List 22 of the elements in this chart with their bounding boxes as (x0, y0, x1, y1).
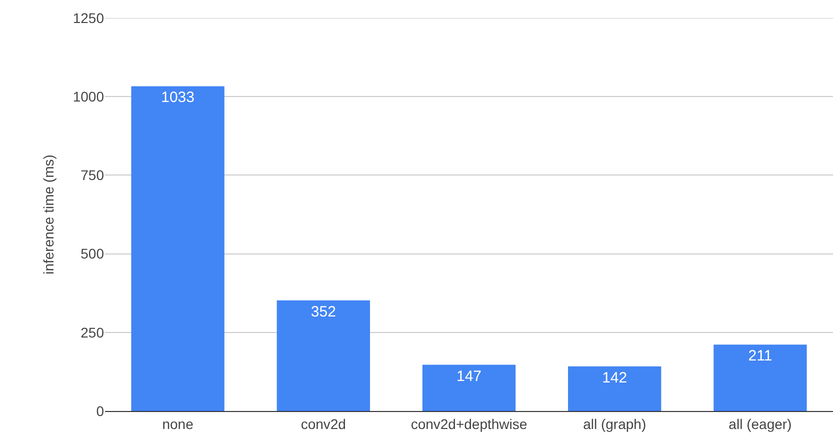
x-tick-label: none (162, 416, 194, 432)
data-label: 142 (602, 369, 628, 386)
x-tick-label: all (graph) (583, 416, 646, 432)
bar (422, 364, 516, 411)
bar (568, 366, 662, 411)
bar (714, 344, 807, 411)
y-tick-label: 1000 (72, 88, 104, 104)
y-axis-title: inference time (ms) (40, 154, 56, 274)
bar (131, 86, 224, 411)
data-label: 1033 (161, 89, 194, 106)
data-label: 147 (456, 368, 482, 385)
x-tick-label: conv2d (300, 416, 346, 432)
y-tick-label: 750 (80, 167, 104, 184)
x-tick-label: conv2d+depthwise (410, 416, 528, 432)
x-tick-label: all (eager) (728, 416, 792, 432)
data-label: 211 (748, 348, 772, 365)
y-tick-label: 1250 (72, 10, 104, 26)
y-tick-label: 500 (80, 246, 104, 262)
bar (276, 300, 370, 411)
data-label: 352 (310, 303, 336, 320)
y-tick-label: 0 (96, 402, 104, 419)
y-tick-label: 250 (80, 324, 104, 340)
